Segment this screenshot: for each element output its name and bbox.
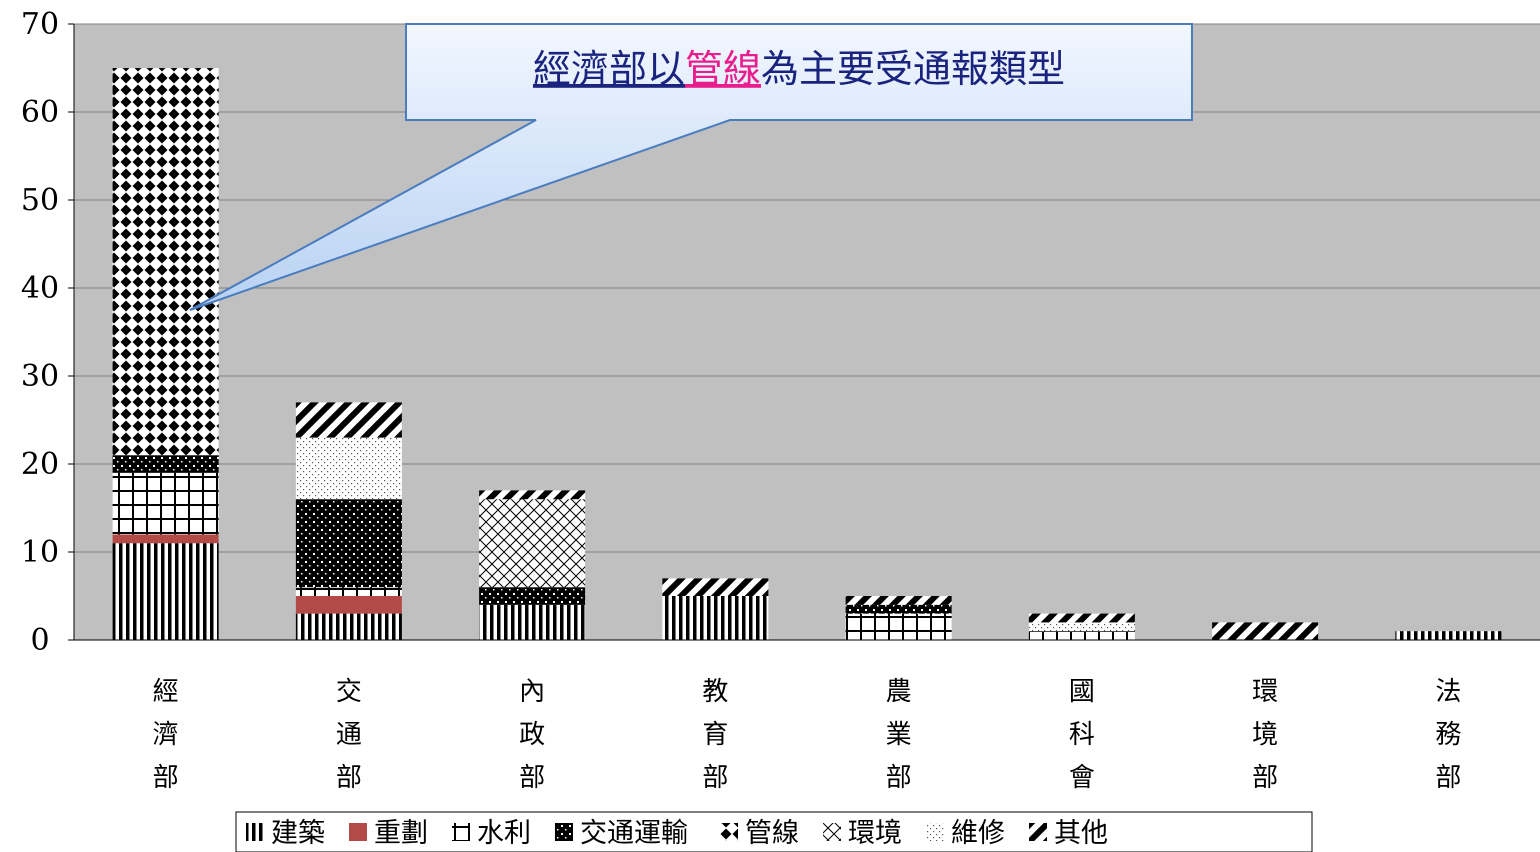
y-tick-label: 30	[21, 359, 59, 394]
bar-segment	[662, 578, 769, 596]
legend-item: 其他	[1029, 818, 1108, 849]
legend-label: 維修	[951, 818, 1005, 849]
legend-item: 交通運輸	[555, 818, 688, 849]
legend-swatch	[555, 823, 573, 841]
legend-swatch	[1029, 823, 1047, 841]
legend-label: 管線	[745, 818, 799, 849]
legend: 建築 重劃 水利 交通運輸 管線 環境 維修 其他	[235, 811, 1313, 852]
bar-segment	[662, 596, 769, 640]
bar-segment	[112, 472, 219, 535]
legend-swatch	[452, 823, 470, 841]
x-tick-label: 交通部	[336, 677, 362, 793]
y-tick-label: 40	[21, 271, 59, 306]
legend-label: 重劃	[374, 818, 428, 849]
bar-segment	[1212, 622, 1319, 640]
x-axis: 經濟部 交通部 內政部 教育部 農業部 國科會 環境部 法務部	[74, 639, 1540, 793]
bar-segment	[479, 499, 586, 588]
y-tick-label: 20	[21, 447, 59, 482]
x-tick-label: 農業部	[886, 677, 912, 793]
y-tick-label: 10	[21, 535, 59, 570]
legend-swatch	[926, 823, 944, 841]
callout-text: 經濟部以管線為主要受通報類型	[533, 47, 1065, 91]
callout-text-part1: 經濟部以	[533, 47, 685, 91]
x-tick-label: 教育部	[702, 677, 728, 793]
bar-segment	[1028, 622, 1135, 632]
bar-segment	[479, 604, 586, 640]
annotation-callout: 經濟部以管線為主要受通報類型	[189, 23, 1193, 311]
callout-bubble	[189, 23, 1193, 311]
legend-swatch	[246, 823, 264, 841]
bar-segment	[1395, 631, 1502, 640]
legend-box	[235, 811, 1313, 852]
y-tick-label: 70	[21, 7, 59, 42]
legend-label: 水利	[477, 818, 531, 849]
bar-segment	[845, 596, 952, 605]
legend-swatch	[720, 823, 738, 841]
y-tick-label: 0	[30, 623, 49, 658]
y-tick-label: 60	[21, 95, 59, 130]
bar-segment	[479, 490, 586, 500]
x-tick-label: 法務部	[1435, 677, 1461, 793]
bar-segment	[112, 534, 219, 544]
legend-item: 建築	[246, 818, 325, 849]
x-tick-label: 國科會	[1069, 677, 1095, 793]
bar-segment	[112, 68, 219, 456]
bar-segment	[112, 455, 219, 473]
y-axis: 0 10 20 30 40 50 60 70	[21, 7, 75, 658]
legend-item: 水利	[452, 818, 531, 849]
legend-item: 環境	[823, 818, 902, 849]
legend-item: 重劃	[349, 818, 428, 849]
callout-text-part2: 為主要受通報類型	[761, 47, 1065, 91]
bar-segment	[479, 587, 586, 605]
legend-item: 管線	[720, 818, 799, 849]
legend-swatch	[823, 823, 841, 841]
legend-label: 交通運輸	[580, 818, 688, 849]
bar-segment	[295, 499, 402, 588]
bar-segment	[295, 587, 402, 596]
bar-segment	[845, 604, 952, 614]
bar-segment	[295, 437, 402, 500]
bar-segment	[295, 613, 402, 640]
bars	[112, 68, 1502, 640]
bar-segment	[1028, 631, 1135, 640]
legend-item: 維修	[926, 818, 1005, 849]
x-tick-label: 內政部	[519, 677, 545, 793]
legend-label: 其他	[1054, 818, 1108, 849]
legend-label: 環境	[848, 818, 902, 849]
bar-segment	[295, 402, 402, 438]
callout-text-highlight: 管線	[685, 47, 761, 91]
legend-label: 建築	[271, 818, 325, 849]
y-tick-label: 50	[21, 183, 59, 218]
bar-segment	[845, 613, 952, 640]
bar-segment	[112, 543, 219, 640]
x-tick-label: 經濟部	[153, 677, 179, 793]
legend-swatch	[349, 823, 367, 841]
bar-segment	[1028, 613, 1135, 623]
x-tick-label: 環境部	[1252, 677, 1278, 793]
bar-segment	[295, 596, 402, 614]
